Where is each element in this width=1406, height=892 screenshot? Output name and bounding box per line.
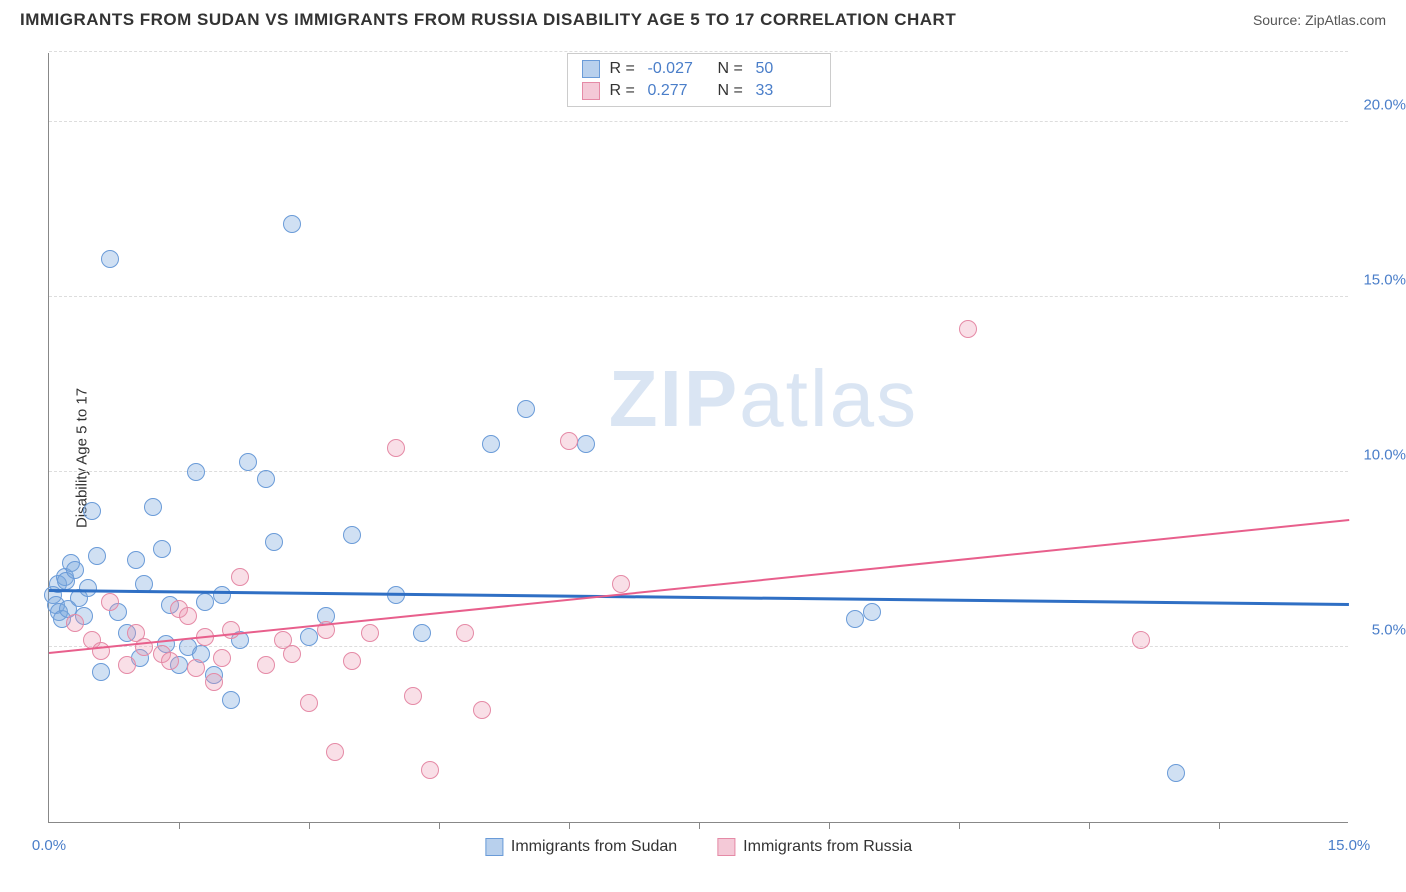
trend-line	[49, 589, 1349, 605]
data-point	[239, 453, 257, 471]
data-point	[66, 561, 84, 579]
legend-stats: R =-0.027N =50R =0.277N =33	[567, 53, 831, 107]
data-point	[101, 250, 119, 268]
data-point	[846, 610, 864, 628]
x-tick-mark	[1089, 822, 1090, 829]
data-point	[153, 540, 171, 558]
y-tick-label: 20.0%	[1363, 97, 1406, 114]
legend-stat-row: R =0.277N =33	[582, 80, 816, 102]
data-point	[187, 463, 205, 481]
data-point	[1132, 631, 1150, 649]
data-point	[413, 624, 431, 642]
data-point	[196, 593, 214, 611]
data-point	[88, 547, 106, 565]
y-tick-label: 5.0%	[1372, 622, 1406, 639]
trend-line	[49, 519, 1349, 654]
data-point	[300, 694, 318, 712]
data-point	[959, 320, 977, 338]
x-tick-mark	[699, 822, 700, 829]
data-point	[213, 586, 231, 604]
data-point	[517, 400, 535, 418]
data-point	[1167, 764, 1185, 782]
data-point	[231, 568, 249, 586]
data-point	[283, 645, 301, 663]
data-point	[257, 656, 275, 674]
x-tick-mark	[179, 822, 180, 829]
data-point	[577, 435, 595, 453]
chart-title: IMMIGRANTS FROM SUDAN VS IMMIGRANTS FROM…	[20, 10, 956, 30]
data-point	[144, 498, 162, 516]
x-tick-mark	[959, 822, 960, 829]
data-point	[343, 652, 361, 670]
data-point	[300, 628, 318, 646]
gridline	[49, 296, 1348, 297]
data-point	[92, 663, 110, 681]
gridline	[49, 121, 1348, 122]
gridline	[49, 471, 1348, 472]
data-point	[213, 649, 231, 667]
data-point	[83, 502, 101, 520]
source-label: Source: ZipAtlas.com	[1253, 12, 1386, 28]
data-point	[79, 579, 97, 597]
x-tick-mark	[309, 822, 310, 829]
chart-container: Disability Age 5 to 17 ZIPatlas R =-0.02…	[0, 38, 1406, 878]
data-point	[326, 743, 344, 761]
watermark: ZIPatlas	[609, 353, 918, 445]
data-point	[456, 624, 474, 642]
data-point	[612, 575, 630, 593]
data-point	[92, 642, 110, 660]
data-point	[161, 652, 179, 670]
data-point	[387, 439, 405, 457]
data-point	[187, 659, 205, 677]
legend-series-item: Immigrants from Sudan	[485, 838, 677, 856]
legend-swatch	[582, 82, 600, 100]
y-tick-label: 10.0%	[1363, 447, 1406, 464]
gridline	[49, 51, 1348, 52]
data-point	[421, 761, 439, 779]
data-point	[205, 673, 223, 691]
data-point	[179, 607, 197, 625]
data-point	[66, 614, 84, 632]
x-tick-label: 15.0%	[1328, 837, 1371, 854]
data-point	[265, 533, 283, 551]
legend-swatch	[582, 60, 600, 78]
source-value: ZipAtlas.com	[1305, 12, 1386, 28]
x-tick-mark	[439, 822, 440, 829]
data-point	[118, 656, 136, 674]
data-point	[482, 435, 500, 453]
data-point	[343, 526, 361, 544]
data-point	[863, 603, 881, 621]
data-point	[127, 551, 145, 569]
data-point	[257, 470, 275, 488]
data-point	[473, 701, 491, 719]
x-tick-mark	[1219, 822, 1220, 829]
x-tick-label: 0.0%	[32, 837, 66, 854]
data-point	[404, 687, 422, 705]
data-point	[222, 691, 240, 709]
x-tick-mark	[569, 822, 570, 829]
data-point	[560, 432, 578, 450]
legend-swatch	[717, 838, 735, 856]
data-point	[361, 624, 379, 642]
y-tick-label: 15.0%	[1363, 272, 1406, 289]
legend-series-item: Immigrants from Russia	[717, 838, 912, 856]
legend-swatch	[485, 838, 503, 856]
legend-stat-row: R =-0.027N =50	[582, 58, 816, 80]
x-tick-mark	[829, 822, 830, 829]
data-point	[283, 215, 301, 233]
data-point	[101, 593, 119, 611]
legend-series: Immigrants from Sudan Immigrants from Rus…	[485, 838, 912, 856]
plot-area: ZIPatlas R =-0.027N =50R =0.277N =33 Imm…	[48, 53, 1348, 823]
